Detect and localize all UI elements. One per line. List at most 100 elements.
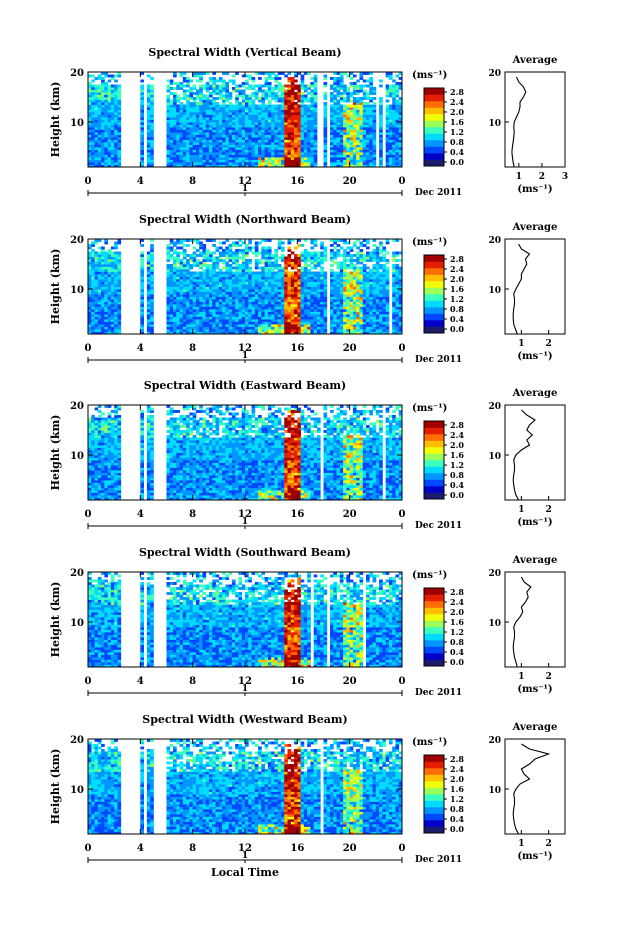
heatmap-cell — [300, 266, 305, 270]
heatmap-cell — [333, 147, 337, 150]
heatmap-cell — [310, 259, 315, 262]
heatmap-cell — [349, 124, 354, 128]
heatmap-cell — [277, 157, 282, 160]
heatmap-cell — [241, 281, 246, 285]
heatmap-cell — [114, 134, 118, 138]
heatmap-cell — [94, 97, 99, 100]
heatmap-cell — [300, 104, 305, 108]
heatmap-cell — [362, 149, 367, 153]
heatmap-cell — [199, 316, 203, 320]
heatmap-cell — [330, 309, 334, 312]
heatmap-cell — [258, 266, 262, 270]
heatmap-cell — [94, 124, 99, 128]
heatmap-cell — [110, 254, 115, 257]
heatmap-cell — [235, 94, 239, 98]
heatmap-cell — [117, 291, 122, 295]
heatmap-cell — [251, 87, 256, 90]
heatmap-cell — [140, 144, 144, 148]
heatmap-cell — [209, 137, 213, 140]
heatmap-cell — [166, 147, 171, 150]
heatmap-cell — [307, 157, 311, 160]
heatmap-cell — [179, 319, 184, 322]
heatmap-cell — [310, 261, 315, 265]
heatmap-cell — [277, 271, 282, 275]
heatmap-cell — [330, 97, 334, 100]
heatmap-cell — [182, 261, 187, 265]
heatmap-cell — [94, 289, 99, 292]
heatmap-cell — [238, 286, 243, 290]
heatmap-cell — [297, 309, 301, 312]
heatmap-cell — [362, 157, 367, 160]
heatmap-cell — [352, 124, 357, 128]
heatmap-cell — [173, 311, 177, 315]
heatmap-cell — [294, 79, 298, 83]
heatmap-cell — [205, 309, 210, 312]
heatmap-cell — [205, 142, 210, 145]
heatmap-cell — [356, 134, 360, 138]
heatmap-cell — [359, 159, 364, 163]
heatmap-cell — [248, 314, 252, 317]
heatmap-cell — [117, 142, 122, 145]
heatmap-cell — [366, 72, 370, 75]
heatmap-cell — [339, 269, 344, 272]
heatmap-cell — [101, 304, 105, 307]
heatmap-cell — [300, 97, 305, 100]
heatmap-cell — [235, 119, 239, 123]
heatmap-cell — [94, 316, 99, 320]
heatmap-cell — [192, 281, 197, 285]
heatmap-cell — [251, 321, 256, 325]
heatmap-cell — [238, 142, 243, 145]
heatmap-cell — [339, 72, 344, 75]
heatmap-cell — [169, 241, 174, 245]
heatmap-cell — [235, 129, 239, 133]
heatmap-cell — [254, 92, 259, 95]
heatmap-cell — [346, 124, 351, 128]
heatmap-cell — [225, 162, 230, 165]
heatmap-cell — [267, 119, 272, 123]
heatmap-cell — [303, 254, 308, 257]
heatmap-cell — [388, 114, 393, 118]
heatmap-cell — [202, 254, 207, 257]
heatmap-cell — [280, 104, 285, 108]
heatmap-cell — [336, 304, 341, 307]
heatmap-cell — [372, 137, 377, 140]
heatmap-cell — [343, 109, 347, 113]
heatmap-cell — [88, 246, 92, 250]
heatmap-cell — [182, 89, 187, 93]
heatmap-cell — [339, 159, 344, 163]
heatmap-cell — [313, 309, 318, 312]
heatmap-cell — [313, 251, 318, 255]
heatmap-cell — [294, 139, 298, 143]
heatmap-cell — [271, 122, 275, 125]
heatmap-cell — [222, 289, 226, 292]
heatmap-cell — [330, 99, 334, 103]
heatmap-cell — [146, 324, 151, 327]
heatmap-cell — [323, 117, 328, 120]
heatmap-cell — [176, 99, 180, 103]
heatmap-cell — [91, 84, 95, 88]
heatmap-cell — [114, 159, 118, 163]
heatmap-cell — [192, 261, 197, 265]
heatmap-cell — [359, 112, 364, 115]
heatmap-cell — [192, 109, 197, 113]
heatmap-cell — [284, 306, 288, 310]
heatmap-cell — [91, 329, 95, 332]
heatmap-cell — [150, 264, 154, 267]
heatmap-cell — [241, 99, 246, 103]
heatmap-cell — [333, 129, 337, 133]
heatmap-cell — [202, 164, 207, 168]
heatmap-cell — [212, 264, 216, 267]
heatmap-cell — [117, 159, 122, 163]
heatmap-cell — [199, 137, 203, 140]
heatmap-cell — [362, 162, 367, 165]
heatmap-cell — [228, 289, 233, 292]
heatmap-cell — [88, 256, 92, 260]
heatmap-cell — [395, 134, 400, 138]
heatmap-cell — [330, 316, 334, 320]
heatmap-cell — [140, 299, 144, 302]
heatmap-cell — [274, 77, 279, 80]
heatmap-cell — [235, 274, 239, 277]
heatmap-cell — [97, 117, 102, 120]
heatmap-cell — [195, 271, 200, 275]
heatmap-cell — [114, 87, 118, 90]
